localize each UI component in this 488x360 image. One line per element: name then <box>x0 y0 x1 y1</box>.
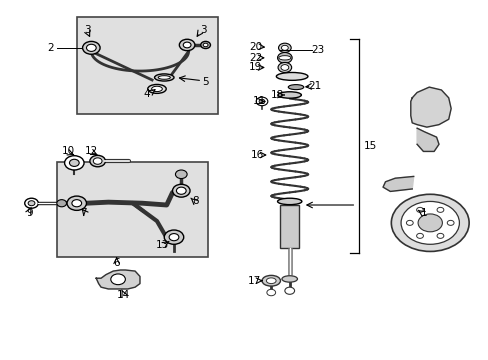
Text: 4: 4 <box>142 89 149 99</box>
Ellipse shape <box>147 85 166 93</box>
Polygon shape <box>96 270 140 289</box>
Ellipse shape <box>154 74 174 81</box>
Circle shape <box>281 64 288 70</box>
Circle shape <box>436 233 443 238</box>
Text: 14: 14 <box>116 290 129 300</box>
Polygon shape <box>382 176 413 192</box>
Circle shape <box>72 200 81 207</box>
Circle shape <box>201 41 210 49</box>
Circle shape <box>57 200 66 207</box>
Text: 18: 18 <box>270 90 284 100</box>
Text: 19: 19 <box>248 63 261 72</box>
Ellipse shape <box>287 85 303 90</box>
Text: 3: 3 <box>84 25 91 35</box>
Ellipse shape <box>282 276 297 282</box>
Circle shape <box>278 43 290 53</box>
Circle shape <box>169 234 179 241</box>
Circle shape <box>281 45 287 50</box>
Text: 22: 22 <box>248 53 262 63</box>
Text: 15: 15 <box>364 141 377 151</box>
Circle shape <box>285 287 294 294</box>
Text: 21: 21 <box>308 81 321 91</box>
Text: 8: 8 <box>192 197 199 206</box>
Text: 20: 20 <box>249 42 262 52</box>
Ellipse shape <box>262 275 280 286</box>
Text: 12: 12 <box>85 147 98 157</box>
Polygon shape <box>416 128 438 152</box>
Circle shape <box>416 207 423 212</box>
Ellipse shape <box>151 86 162 91</box>
Circle shape <box>416 233 423 238</box>
Text: 5: 5 <box>202 77 208 87</box>
Circle shape <box>183 42 191 48</box>
Circle shape <box>67 196 86 210</box>
Ellipse shape <box>278 92 301 98</box>
Circle shape <box>436 207 443 212</box>
Circle shape <box>179 39 195 51</box>
Bar <box>57 162 207 257</box>
Text: 13: 13 <box>156 240 169 250</box>
Circle shape <box>175 170 187 179</box>
Circle shape <box>93 158 102 164</box>
Circle shape <box>390 194 468 251</box>
Ellipse shape <box>276 72 307 80</box>
Text: 11: 11 <box>252 96 265 107</box>
Circle shape <box>164 230 183 244</box>
Bar <box>77 18 217 114</box>
Ellipse shape <box>277 198 301 204</box>
Text: 23: 23 <box>310 45 324 55</box>
Text: 17: 17 <box>247 276 261 286</box>
Circle shape <box>28 201 35 206</box>
Text: 7: 7 <box>80 208 86 218</box>
Circle shape <box>266 289 275 296</box>
Circle shape <box>256 97 267 106</box>
Bar <box>280 205 299 248</box>
Text: 9: 9 <box>26 208 33 218</box>
Text: 6: 6 <box>113 258 120 268</box>
Circle shape <box>172 184 190 197</box>
Circle shape <box>417 214 442 232</box>
Circle shape <box>277 53 291 63</box>
Ellipse shape <box>158 76 170 79</box>
Circle shape <box>90 156 105 167</box>
Circle shape <box>400 202 458 244</box>
Circle shape <box>203 43 207 47</box>
Text: 3: 3 <box>200 25 206 35</box>
Text: 10: 10 <box>61 147 74 157</box>
Circle shape <box>447 220 453 225</box>
Polygon shape <box>410 87 450 127</box>
Circle shape <box>82 41 100 54</box>
Circle shape <box>406 220 412 225</box>
Circle shape <box>86 44 96 51</box>
Text: 16: 16 <box>250 150 264 160</box>
Circle shape <box>25 198 38 208</box>
Circle shape <box>69 159 79 166</box>
Text: 2: 2 <box>47 43 54 53</box>
Circle shape <box>111 274 125 285</box>
Circle shape <box>259 99 264 104</box>
Ellipse shape <box>278 56 290 60</box>
Circle shape <box>64 156 84 170</box>
Circle shape <box>176 187 186 194</box>
Circle shape <box>278 63 291 72</box>
Text: 1: 1 <box>420 208 427 218</box>
Ellipse shape <box>266 278 276 284</box>
